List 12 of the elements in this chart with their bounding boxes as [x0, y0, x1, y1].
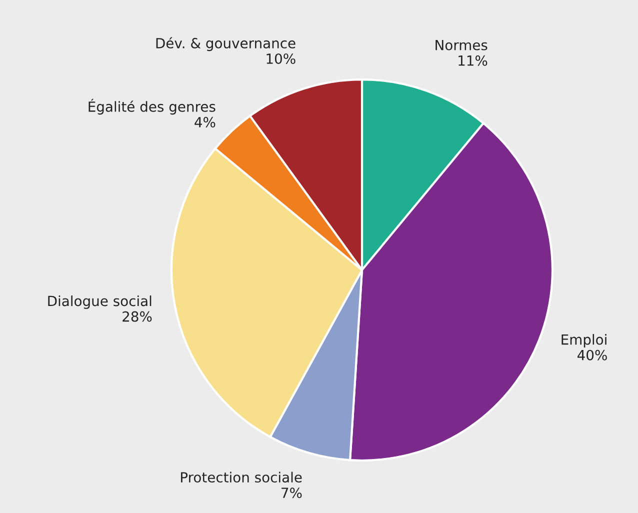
slice-label: Normes	[436, 40, 488, 50]
data-label: 28%	[122, 311, 152, 322]
slice-label: Dialogue social	[48, 295, 152, 309]
data-label: 11%	[458, 55, 488, 66]
data-label: 40%	[578, 350, 607, 360]
data-label: 10%	[266, 53, 296, 64]
slice-label: Dév. & gouvernance	[156, 37, 296, 52]
data-label: 4%	[194, 116, 216, 128]
slice-label: Emploi	[562, 334, 606, 348]
data-label: 7%	[282, 488, 302, 498]
slice-label: Protection sociale	[181, 472, 302, 483]
slice-label: Égalité des genres	[88, 98, 216, 115]
